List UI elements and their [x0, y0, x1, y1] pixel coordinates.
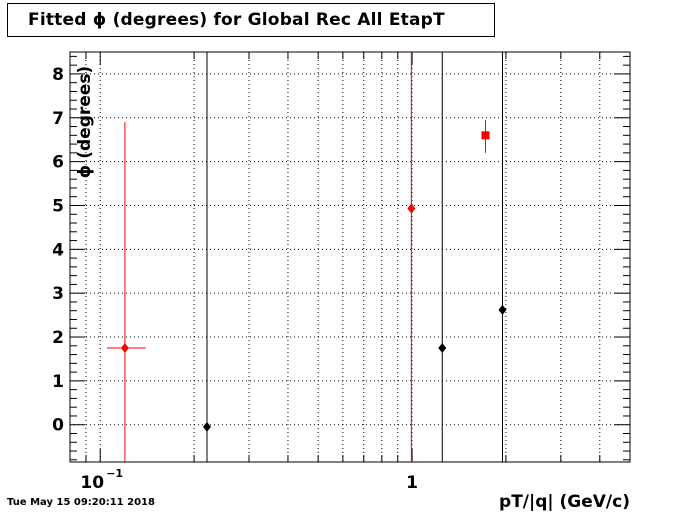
data-point — [498, 304, 507, 315]
data-point — [202, 421, 211, 432]
data-point — [481, 131, 490, 140]
plot-frame — [69, 51, 631, 463]
chart-title: Fitted ϕ (degrees) for Global Rec All Et… — [28, 10, 445, 30]
y-tick-label: 3 — [52, 284, 64, 304]
y-tick-label: 7 — [52, 109, 64, 129]
data-point — [407, 203, 416, 214]
chart-title-box: Fitted ϕ (degrees) for Global Rec All Et… — [7, 3, 495, 37]
x-tick-label: 10 — [80, 473, 104, 493]
data-point — [120, 342, 129, 353]
x-axis-label: pT/|q| (GeV/c) — [499, 492, 630, 512]
timestamp: Tue May 15 09:20:11 2018 — [7, 497, 155, 508]
x-tick-label: 1 — [406, 473, 418, 493]
data-point — [438, 342, 447, 353]
y-tick-label: 8 — [52, 65, 64, 85]
x-tick-exponent: −1 — [106, 467, 123, 480]
y-tick-label: 6 — [52, 153, 64, 173]
y-axis-label: ϕ (degrees) — [75, 65, 96, 179]
y-tick-label: 1 — [52, 372, 64, 392]
y-tick-label: 2 — [52, 328, 64, 348]
y-tick-label: 5 — [52, 196, 64, 216]
y-tick-label: 0 — [52, 416, 64, 436]
y-tick-label: 4 — [52, 240, 64, 260]
